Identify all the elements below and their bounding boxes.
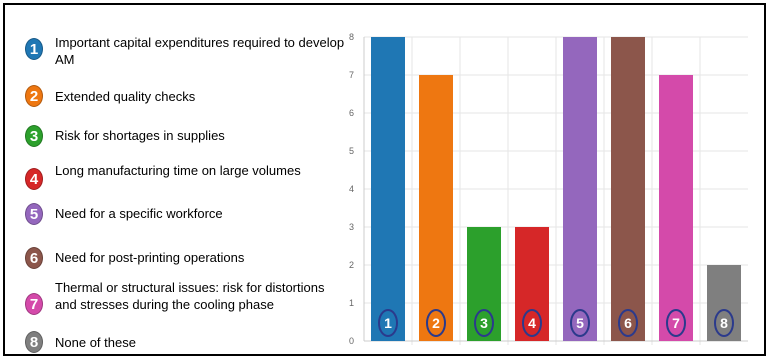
legend-text-6: Need for post-printing operations xyxy=(55,250,245,265)
bar-label-7: 7 xyxy=(672,315,680,331)
bar-label-5: 5 xyxy=(576,315,584,331)
legend-badge-6: 6 xyxy=(25,247,43,269)
y-tick-label-2: 2 xyxy=(349,260,354,270)
bar-badge-2 xyxy=(426,309,446,337)
bar-badge-5 xyxy=(570,309,590,337)
y-tick-label-0: 0 xyxy=(349,336,354,346)
y-tick-label-6: 6 xyxy=(349,108,354,118)
y-tick-label-3: 3 xyxy=(349,222,354,232)
legend: 1 Important capital expenditures require… xyxy=(5,5,345,358)
bar-label-2: 2 xyxy=(432,315,440,331)
legend-text-1: Important capital expenditures required … xyxy=(55,35,345,67)
legend-badge-8: 8 xyxy=(25,331,43,353)
bar-label-8: 8 xyxy=(720,315,728,331)
legend-badge-5: 5 xyxy=(25,203,43,225)
bar-4 xyxy=(515,227,549,341)
bar-badge-4 xyxy=(522,309,542,337)
y-tick-label-4: 4 xyxy=(349,184,354,194)
legend-text-8: None of these xyxy=(55,335,136,350)
bar-1 xyxy=(371,37,405,341)
bar-8 xyxy=(707,265,741,341)
bar-label-6: 6 xyxy=(624,315,632,331)
legend-text-5: Need for a specific workforce xyxy=(55,206,223,221)
y-tick-label-5: 5 xyxy=(349,146,354,156)
legend-text-3: Risk for shortages in supplies xyxy=(55,128,225,143)
legend-text-4: Long manufacturing time on large volumes xyxy=(55,163,301,178)
bar-2 xyxy=(419,75,453,341)
legend-text-7: Thermal or structural issues: risk for d… xyxy=(55,280,325,312)
bar-label-1: 1 xyxy=(384,315,392,331)
bar-7 xyxy=(659,75,693,341)
legend-badge-1: 1 xyxy=(25,38,43,60)
bar-5 xyxy=(563,37,597,341)
y-tick-label-1: 1 xyxy=(349,298,354,308)
bar-badge-8 xyxy=(714,309,734,337)
legend-text-2: Extended quality checks xyxy=(55,89,196,104)
bar-3 xyxy=(467,227,501,341)
legend-badge-3: 3 xyxy=(25,125,43,147)
legend-badge-7: 7 xyxy=(25,293,43,315)
figure-frame: 1 Important capital expenditures require… xyxy=(3,3,766,356)
bar-label-3: 3 xyxy=(480,315,488,331)
y-tick-label-7: 7 xyxy=(349,70,354,80)
legend-badge-2: 2 xyxy=(25,85,43,107)
bar-badge-3 xyxy=(474,309,494,337)
bar-6 xyxy=(611,37,645,341)
bar-badge-6 xyxy=(618,309,638,337)
bar-label-4: 4 xyxy=(528,315,536,331)
bar-badge-1 xyxy=(378,309,398,337)
bar-chart: 0 1 2 3 4 5 6 7 8 1 2 3 4 5 6 7 8 xyxy=(349,32,748,346)
bar-badge-7 xyxy=(666,309,686,337)
legend-badge-4: 4 xyxy=(25,168,43,190)
y-tick-label-8: 8 xyxy=(349,32,354,42)
